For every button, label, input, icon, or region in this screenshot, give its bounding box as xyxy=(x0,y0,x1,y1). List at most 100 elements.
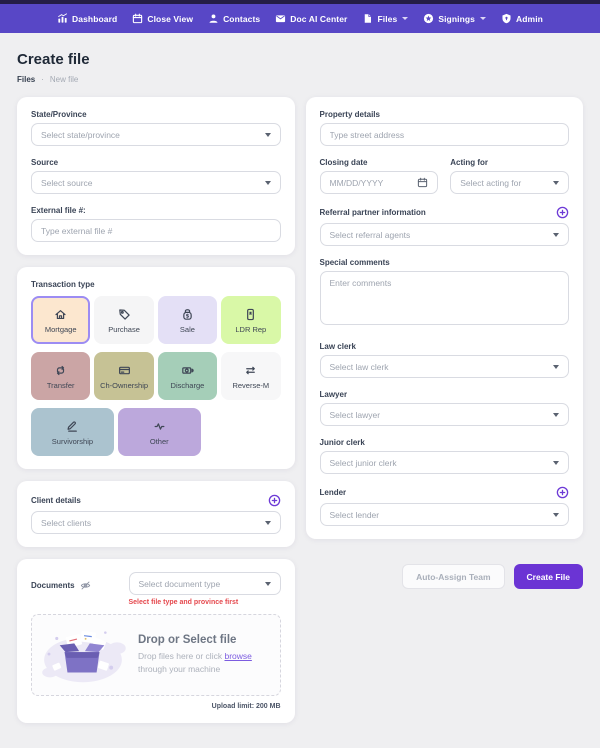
add-lender-icon[interactable] xyxy=(556,486,569,499)
chevron-down-icon xyxy=(553,364,559,369)
closing-date-input[interactable] xyxy=(319,171,439,194)
transaction-type-card: Transaction type Mortgage Purchase $ Sale LD… xyxy=(17,267,295,469)
dropzone-subtitle: Drop files here or click browse through … xyxy=(138,650,252,674)
tile-discharge[interactable]: Discharge xyxy=(157,352,218,400)
nav-item-dashboard[interactable]: Dashboard xyxy=(57,13,117,24)
tile-reverse-m[interactable]: Reverse-M xyxy=(221,352,281,400)
chevron-down-icon xyxy=(264,520,271,525)
source-select[interactable]: Select source xyxy=(31,171,281,194)
tag-icon xyxy=(117,307,132,322)
tile-label: Reverse-M xyxy=(232,380,270,390)
repeat-icon xyxy=(53,363,68,378)
page-title: Create file xyxy=(17,51,90,68)
referral-partner-label: Referral partner information xyxy=(319,208,426,217)
clients-select[interactable]: Select clients xyxy=(31,511,281,534)
nav-item-close-view[interactable]: Close View xyxy=(132,13,193,24)
client-details-label: Client details xyxy=(31,496,81,505)
form-actions: Auto-Assign Team Create File xyxy=(306,564,583,589)
chevron-down-icon xyxy=(480,17,487,20)
auto-assign-team-button[interactable]: Auto-Assign Team xyxy=(402,564,505,589)
street-address-input[interactable] xyxy=(319,123,569,146)
lawyer-select[interactable]: Select lawyer xyxy=(319,403,569,426)
state-province-select[interactable]: Select state/province xyxy=(31,123,281,146)
breadcrumb: Files · New file xyxy=(17,75,583,84)
swap-icon xyxy=(243,363,258,378)
document-type-select[interactable]: Select document type xyxy=(128,572,281,595)
referral-agents-select[interactable]: Select referral agents xyxy=(319,223,569,246)
tile-label: LDR Rep xyxy=(235,324,267,334)
closing-date-label: Closing date xyxy=(319,158,368,167)
star-icon xyxy=(423,13,434,24)
nav-item-admin[interactable]: Admin xyxy=(501,13,543,24)
acting-for-label: Acting for xyxy=(450,158,489,167)
state-province-placeholder: Select state/province xyxy=(41,129,120,140)
chevron-down-icon xyxy=(264,581,271,586)
external-file-input[interactable] xyxy=(31,219,281,242)
tile-ch-ownership[interactable]: Ch-Ownership xyxy=(94,352,154,400)
tile-label: Other xyxy=(149,436,169,446)
property-details-label: Property details xyxy=(319,110,380,119)
nav-item-signings[interactable]: Signings xyxy=(423,13,487,24)
tile-purchase[interactable]: Purchase xyxy=(94,296,154,344)
nav-item-label: Close View xyxy=(147,13,194,24)
tile-label: Transfer xyxy=(46,380,75,390)
documents-card: Documents Select document type Select fi… xyxy=(17,559,295,723)
breadcrumb-files-link[interactable]: Files xyxy=(17,75,36,84)
state-province-label: State/Province xyxy=(31,110,87,119)
special-comments-label: Special comments xyxy=(319,258,390,267)
lawyer-label: Lawyer xyxy=(319,390,348,399)
home-icon xyxy=(53,307,68,322)
nav-item-label: Files xyxy=(377,13,398,24)
nav-item-label: Dashboard xyxy=(72,13,118,24)
tile-label: Sale xyxy=(179,324,195,334)
nav-item-label: Admin xyxy=(516,13,543,24)
lender-select[interactable]: Select lender xyxy=(319,503,569,526)
law-clerk-select[interactable]: Select law clerk xyxy=(319,355,569,378)
tile-transfer[interactable]: Transfer xyxy=(31,352,91,400)
pulse-icon xyxy=(152,419,167,434)
nav-item-files[interactable]: Files xyxy=(362,13,409,24)
tile-mortgage[interactable]: Mortgage xyxy=(31,296,91,344)
file-details-card: Property details Closing date xyxy=(305,97,583,539)
junior-clerk-label: Junior clerk xyxy=(319,438,365,447)
dropzone-title: Drop or Select file xyxy=(138,633,237,646)
chevron-down-icon xyxy=(264,180,271,185)
acting-for-select[interactable]: Select acting for xyxy=(450,171,569,194)
upload-illustration xyxy=(36,621,130,689)
lender-label: Lender xyxy=(319,488,347,497)
calendar-icon[interactable] xyxy=(417,177,428,188)
source-placeholder: Select source xyxy=(41,177,93,188)
page-content: Create file Files · New file State/Provi… xyxy=(0,33,600,723)
pen-icon xyxy=(65,419,80,434)
create-file-button[interactable]: Create File xyxy=(513,564,583,589)
tile-other[interactable]: Other xyxy=(117,408,201,456)
tile-ldr-rep[interactable]: LDR Rep xyxy=(221,296,281,344)
closing-date-field[interactable] xyxy=(329,177,412,188)
breadcrumb-current: New file xyxy=(49,75,79,84)
documents-label: Documents xyxy=(31,581,75,590)
nav-item-label: Contacts xyxy=(223,13,261,24)
junior-clerk-select[interactable]: Select junior clerk xyxy=(319,451,569,474)
tile-label: Purchase xyxy=(108,324,140,334)
document-type-placeholder: Select document type xyxy=(138,578,221,589)
law-clerk-label: Law clerk xyxy=(319,342,356,351)
add-referral-icon[interactable] xyxy=(556,206,569,219)
svg-text:$: $ xyxy=(186,313,190,319)
browse-link[interactable]: browse xyxy=(224,650,252,661)
credit-card-icon xyxy=(117,363,132,378)
transaction-type-label: Transaction type xyxy=(31,280,95,289)
add-client-icon[interactable] xyxy=(268,494,281,507)
file-icon xyxy=(362,13,373,24)
person-icon xyxy=(208,13,219,24)
comments-textarea[interactable] xyxy=(319,271,569,325)
tile-sale[interactable]: $ Sale xyxy=(157,296,218,344)
nav-item-doc-ai-center[interactable]: Doc AI Center xyxy=(275,13,347,24)
tile-survivorship[interactable]: Survivorship xyxy=(31,408,114,456)
file-dropzone[interactable]: Drop or Select file Drop files here or c… xyxy=(31,614,281,696)
nav-item-label: Doc AI Center xyxy=(290,13,348,24)
tile-label: Ch-Ownership xyxy=(100,380,149,390)
chart-icon xyxy=(57,13,68,24)
nav-item-contacts[interactable]: Contacts xyxy=(208,13,260,24)
chevron-down-icon xyxy=(264,132,271,137)
clients-placeholder: Select clients xyxy=(41,517,92,528)
